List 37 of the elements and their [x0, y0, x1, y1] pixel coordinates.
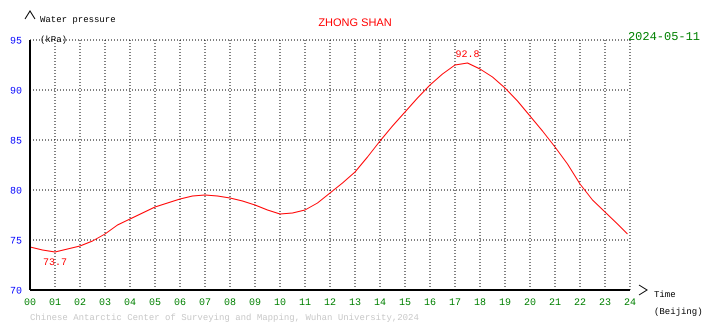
x-tick-label: 02 [74, 298, 86, 310]
line-series [30, 62, 628, 252]
y-tick-label: 75 [10, 236, 22, 248]
x-tick-label: 03 [98, 298, 112, 310]
x-tick-label: 16 [424, 298, 436, 310]
x-tick-label: 09 [248, 298, 262, 310]
x-tick-label: 05 [148, 298, 162, 310]
y-tick-label: 90 [10, 86, 22, 98]
x-tick-label: 04 [124, 298, 136, 310]
x-tick-label: 19 [498, 298, 512, 310]
annotation: 73.7 [42, 258, 68, 270]
x-tick-label: 23 [598, 298, 612, 310]
x-axis-title: Time (Beijing) [654, 289, 703, 319]
x-tick-label: 22 [574, 298, 586, 310]
x-tick-label: 13 [348, 298, 362, 310]
x-tick-label: 20 [524, 298, 536, 310]
y-tick-label: 85 [10, 136, 22, 148]
x-tick-label: 14 [374, 298, 386, 310]
y-tick-label: 70 [10, 286, 22, 298]
y-tick-label: 95 [10, 36, 22, 48]
x-tick-label: 01 [48, 298, 62, 310]
x-tick-label: 24 [624, 298, 636, 310]
x-tick-label: 17 [448, 298, 462, 310]
x-tick-label: 21 [548, 298, 562, 310]
x-tick-label: 08 [224, 298, 236, 310]
x-tick-label: 10 [274, 298, 286, 310]
annotation: 92.8 [455, 50, 480, 61]
y-tick-label: 80 [10, 186, 22, 198]
x-tick-label: 18 [474, 298, 486, 310]
chart-title: ZHONG SHAN [318, 17, 392, 29]
x-tick-label: 11 [298, 298, 312, 310]
x-tick-label: 06 [174, 298, 186, 310]
x-tick-label: 00 [24, 298, 36, 310]
text: 2024-05-11 [628, 30, 700, 44]
x-tick-label: 12 [324, 298, 336, 310]
x-tick-label: 15 [398, 298, 412, 310]
x-tick-label: 07 [198, 298, 212, 310]
